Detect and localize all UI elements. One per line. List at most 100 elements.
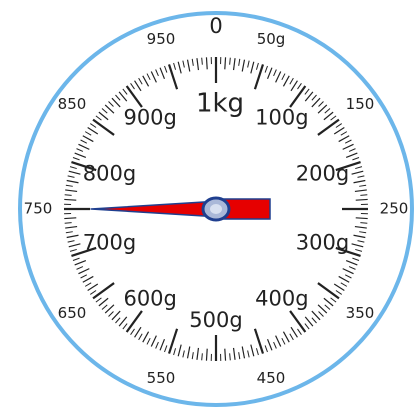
tick-mark [229,353,231,361]
tick-mark [289,85,307,108]
tick-mark [146,337,151,345]
tick-mark [241,346,246,359]
tick-mark [247,60,250,68]
tick-mark [330,115,337,121]
tick-mark [345,259,358,266]
tick-mark [324,304,331,310]
tick-mark [65,225,78,229]
tick-mark [304,91,314,102]
tick-mark [74,259,87,266]
tick-mark [352,157,360,161]
tick-mark [125,85,143,108]
needle-tail [223,198,271,220]
tick-mark [250,61,255,74]
tick-mark [98,111,109,121]
tick-mark [67,240,75,243]
tick-mark [360,222,368,224]
inner-label-800: 800g [83,161,136,185]
tick-mark [72,257,80,261]
outer-label-50: 50g [257,30,286,48]
tick-mark [338,275,350,283]
tick-mark [273,69,277,77]
inner-label-700: 700g [83,231,136,255]
tick-mark [173,348,177,356]
tick-mark [232,58,236,71]
tick-mark [324,108,331,114]
tick-mark [275,335,282,347]
tick-mark [191,58,194,66]
tick-mark [317,304,328,314]
tick-mark [355,248,363,252]
outer-label-0: 0 [209,14,222,38]
tick-mark [317,118,340,136]
tick-mark [115,317,121,324]
tick-mark [224,348,227,361]
inner-label-100: 100g [255,105,308,129]
tick-mark [311,97,321,108]
tick-mark [253,64,265,90]
tick-mark [115,94,121,101]
tick-mark [80,139,88,144]
tick-mark [159,338,166,351]
tick-mark [87,127,99,135]
tick-mark [340,282,348,287]
tick-mark [68,243,81,248]
outer-label-650: 650 [58,304,87,322]
tick-mark [196,347,200,360]
tick-mark [323,297,334,307]
tick-mark [333,127,345,135]
needle-hub-center [210,204,222,214]
tick-mark [264,65,268,73]
tick-mark [150,71,157,83]
tick-mark [64,194,72,196]
tick-mark [111,97,121,108]
tick-mark [74,152,87,159]
tick-mark [282,75,290,87]
tick-mark [72,157,80,161]
tick-mark [150,335,157,347]
tick-mark [353,179,366,184]
tick-mark [82,275,94,283]
tick-mark [351,170,364,175]
outer-label-450: 450 [257,369,286,387]
tick-mark [238,58,241,66]
tick-mark [335,246,361,258]
tick-mark [255,348,259,356]
tick-mark [355,166,363,170]
tick-mark [355,198,368,201]
tick-mark [338,135,350,143]
tick-mark [201,353,203,361]
tick-mark [318,101,324,107]
tick-mark [266,67,273,80]
outer-scale-labels: 0 50g 150 250 350 450 550 650 750 850 950 [24,14,409,387]
tick-mark [167,64,179,90]
tick-mark [142,331,150,343]
tick-mark [333,283,345,291]
tick-mark [80,274,88,279]
tick-mark [67,175,75,178]
tick-mark [330,297,337,303]
tick-mark [164,345,168,353]
tick-mark [95,115,102,121]
inner-label-600: 600g [123,287,176,311]
tick-mark [76,266,84,270]
tick-mark [352,257,360,261]
tick-mark [359,184,367,187]
tick-mark [142,75,150,87]
tick-mark [111,310,121,321]
tick-mark [182,350,185,358]
tick-mark [354,225,367,229]
tick-mark [164,65,168,73]
tick-mark [241,59,246,72]
tick-mark [335,123,342,128]
needle [90,196,271,222]
tick-mark [65,184,73,187]
tick-mark [342,143,354,150]
tick-mark [345,152,358,159]
tick-mark [76,148,84,152]
inner-label-900: 900g [123,105,176,129]
tick-mark [335,290,342,295]
tick-mark [340,131,348,136]
tick-mark [65,189,78,193]
